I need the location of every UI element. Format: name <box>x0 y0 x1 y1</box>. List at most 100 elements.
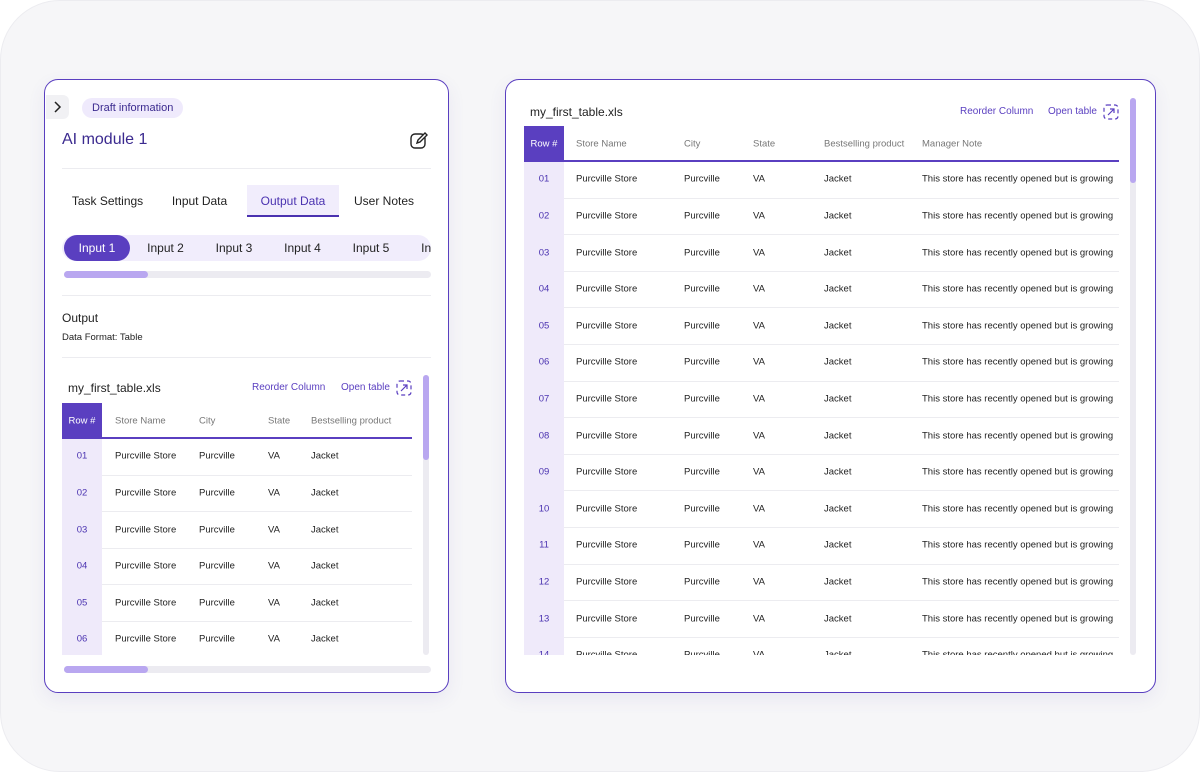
tab[interactable]: Output Data <box>247 185 339 217</box>
table-cell: This store has recently opened but is gr… <box>922 650 1113 655</box>
table-cell: Purcville <box>199 450 235 462</box>
reorder-link[interactable]: Reorder Column <box>960 106 1034 117</box>
expand-button[interactable] <box>46 95 69 119</box>
column-header[interactable]: Row # <box>530 138 558 149</box>
table-cell: Jacket <box>824 466 852 478</box>
table-cell: VA <box>753 466 765 478</box>
tab[interactable]: User Notes <box>353 194 415 208</box>
table-cell: Purcville Store <box>576 173 638 185</box>
table-cell: Purcville Store <box>115 633 177 645</box>
column-header[interactable]: City <box>684 138 701 149</box>
table-cell: VA <box>268 524 280 535</box>
scroll-thumb[interactable] <box>64 271 148 278</box>
table-cell: Jacket <box>311 633 339 645</box>
table-cell: Jacket <box>824 210 852 222</box>
row-number: 01 <box>76 450 88 462</box>
row-divider <box>102 547 412 549</box>
table-cell: This store has recently opened but is gr… <box>922 247 1114 258</box>
row-number: 13 <box>538 613 550 624</box>
table-cell: This store has recently opened but is gr… <box>922 356 1114 368</box>
divider <box>62 357 431 358</box>
column-header[interactable]: Store Name <box>115 415 166 426</box>
column-header[interactable]: Bestselling product <box>824 138 905 149</box>
column-header[interactable]: Manager Note <box>922 138 983 149</box>
table-cell: VA <box>268 450 280 462</box>
table-cell: Jacket <box>824 393 852 405</box>
viewer-panel <box>505 79 1156 693</box>
row-number: 02 <box>538 210 550 222</box>
file-name: my_first_table.xls <box>68 381 161 395</box>
open-icon[interactable] <box>396 380 412 396</box>
table-cell: Purcville <box>684 539 720 551</box>
table-cell: Purcville Store <box>115 524 177 535</box>
reorder-link[interactable]: Reorder Column <box>252 382 326 393</box>
data-table: Row # Store Name City State Bestselling prod… <box>62 403 412 655</box>
row-number: 05 <box>538 320 550 332</box>
scroll-thumb[interactable] <box>1130 98 1136 183</box>
column-header[interactable]: State <box>753 138 776 149</box>
divider <box>62 295 431 296</box>
tab[interactable]: Input Data <box>171 194 228 208</box>
column-header[interactable]: Store Name <box>576 138 627 149</box>
table-cell: Purcville Store <box>576 247 638 258</box>
table-cell: VA <box>753 210 765 222</box>
open-link[interactable]: Open table <box>341 382 390 393</box>
tab[interactable]: Task Settings <box>71 194 144 208</box>
table-cell: Purcville <box>199 560 235 572</box>
column-header[interactable]: State <box>268 415 291 426</box>
row-number: 14 <box>524 650 564 655</box>
file-name: my_first_table.xls <box>530 105 623 119</box>
table-cell: Jacket <box>824 356 852 368</box>
scroll-track <box>423 375 429 655</box>
row-divider <box>564 197 1119 199</box>
open-link[interactable]: Open table <box>1048 106 1097 117</box>
input-pill[interactable]: Input 3 <box>215 241 253 255</box>
table-cell: Jacket <box>824 576 852 588</box>
row-number: 05 <box>76 597 88 609</box>
table-cell: Purcville <box>684 283 720 295</box>
table-cell: This store has recently opened but is gr… <box>922 283 1114 295</box>
row-divider <box>564 307 1119 309</box>
row-divider <box>564 234 1119 236</box>
table-cell: VA <box>753 320 765 332</box>
input-pill[interactable]: Input 4 <box>284 241 321 255</box>
input-pill[interactable]: Input 1 <box>64 235 130 261</box>
table-cell: Purcville <box>684 356 720 368</box>
table-cell: Jacket <box>824 283 852 295</box>
output-format: Data Format: Table <box>62 332 143 343</box>
open-icon[interactable] <box>1103 104 1119 120</box>
row-divider <box>564 563 1119 565</box>
table-cell: This store has recently opened but is gr… <box>922 393 1114 405</box>
row-divider <box>564 600 1119 602</box>
table-cell: Purcville Store <box>576 430 638 441</box>
row-divider <box>102 621 412 622</box>
table-cell: Purcville Store <box>576 576 638 588</box>
column-header[interactable]: Bestselling product <box>311 415 392 426</box>
scroll-thumb[interactable] <box>423 375 429 460</box>
table-cell: Purcville Store <box>115 450 177 462</box>
table-cell: Jacket <box>311 597 339 609</box>
input-pill[interactable]: Input 6 <box>421 241 431 255</box>
table-cell: VA <box>268 560 280 572</box>
column-header[interactable]: City <box>199 415 216 426</box>
table-cell: This store has recently opened but is gr… <box>922 466 1114 478</box>
table-cell: VA <box>753 173 765 185</box>
row-number: 11 <box>539 539 549 551</box>
table-cell: Purcville <box>684 430 720 441</box>
table-cell: VA <box>268 633 280 645</box>
row-number: 01 <box>538 173 550 185</box>
divider <box>62 168 431 169</box>
edit-icon[interactable] <box>409 131 429 151</box>
column-header[interactable]: Row # <box>68 415 96 426</box>
table-cell: This store has recently opened but is gr… <box>922 576 1114 588</box>
table-cell: Purcville Store <box>576 320 638 332</box>
draft-badge: Draft information <box>82 98 184 118</box>
row-number: 02 <box>76 487 88 499</box>
table-cell: Purcville Store <box>115 560 177 572</box>
input-pill[interactable]: Input 2 <box>147 241 184 255</box>
table-cell: This store has recently opened but is gr… <box>922 430 1114 441</box>
row-number: 08 <box>538 430 550 441</box>
scroll-thumb[interactable] <box>64 666 148 673</box>
table-cell: Jacket <box>311 487 339 499</box>
input-pill[interactable]: Input 5 <box>352 241 390 255</box>
